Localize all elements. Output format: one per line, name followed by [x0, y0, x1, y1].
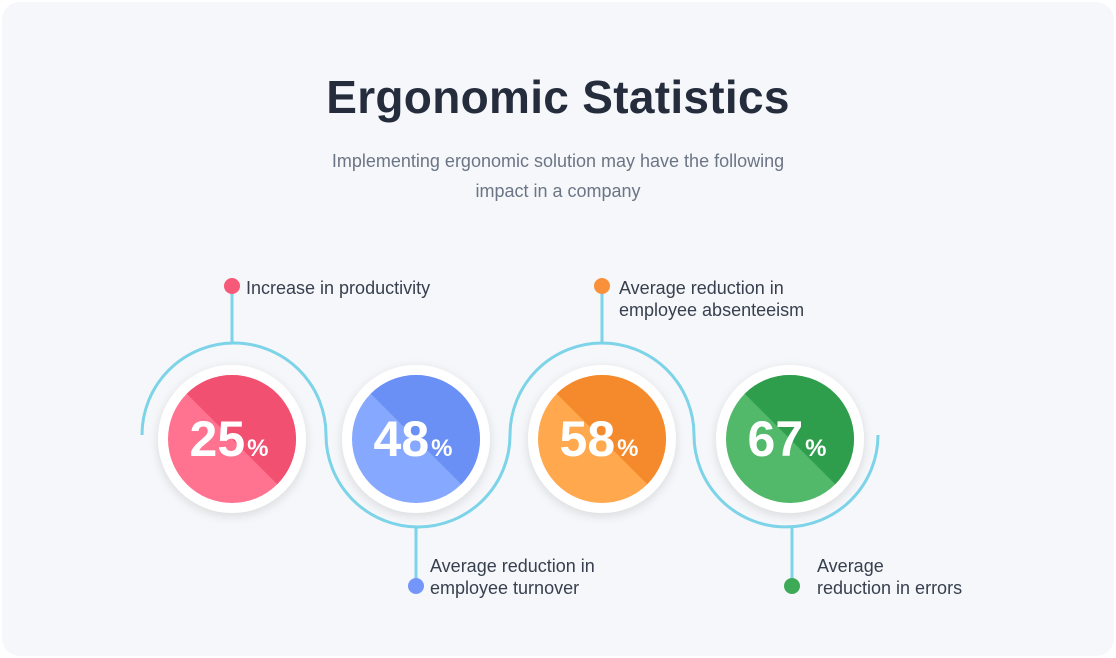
- dot-3: [594, 278, 610, 294]
- stat-label-4: Average reduction in errors: [817, 555, 1077, 599]
- stat-label-2: Average reduction in employee turnover: [430, 555, 690, 599]
- dot-4: [784, 578, 800, 594]
- stat-unit-4: %: [805, 435, 826, 462]
- stat-unit-1: %: [247, 435, 268, 462]
- stat-unit-3: %: [617, 435, 638, 462]
- stat-circle-shade-1: [168, 375, 296, 503]
- stat-number-2: 48: [374, 411, 430, 467]
- stat-number-3: 58: [560, 411, 616, 467]
- stat-circle-3: 58%: [528, 365, 676, 513]
- stat-label-4-line-1: Average: [817, 556, 884, 576]
- stat-circle-shade-4: [726, 375, 854, 503]
- stat-label-2-line-1: Average reduction in: [430, 556, 595, 576]
- dot-2: [408, 578, 424, 594]
- stat-label-2-line-2: employee turnover: [430, 578, 580, 598]
- stat-number-1: 25: [190, 411, 246, 467]
- stat-circle-1: 25%: [158, 365, 306, 513]
- stat-unit-2: %: [431, 435, 452, 462]
- page-subtitle: Implementing ergonomic solution may have…: [331, 151, 785, 201]
- stat-label-3: Average reduction in employee absenteeis…: [619, 277, 879, 321]
- stat-label-1: Increase in productivity: [246, 277, 506, 299]
- stat-label-4-line-2: reduction in errors: [817, 578, 963, 598]
- stat-value-1: 25%: [190, 411, 269, 467]
- page-title: Ergonomic Statistics: [326, 71, 790, 123]
- stat-number-4: 67: [748, 411, 804, 467]
- stat-value-3: 58%: [560, 411, 639, 467]
- stat-value-2: 48%: [374, 411, 453, 467]
- stat-circle-shade-2: [352, 375, 480, 503]
- stat-circle-shade-3: [538, 375, 666, 503]
- stat-value-4: 67%: [748, 411, 827, 467]
- wave-connector: [140, 341, 880, 529]
- stat-label-1-line-1: Increase in productivity: [246, 278, 431, 298]
- stat-circle-2: 48%: [342, 365, 490, 513]
- dot-1: [224, 278, 240, 294]
- stat-circle-4: 67%: [716, 365, 864, 513]
- stat-label-3-line-2: employee absenteeism: [619, 300, 805, 320]
- stat-label-3-line-1: Average reduction in: [619, 278, 784, 298]
